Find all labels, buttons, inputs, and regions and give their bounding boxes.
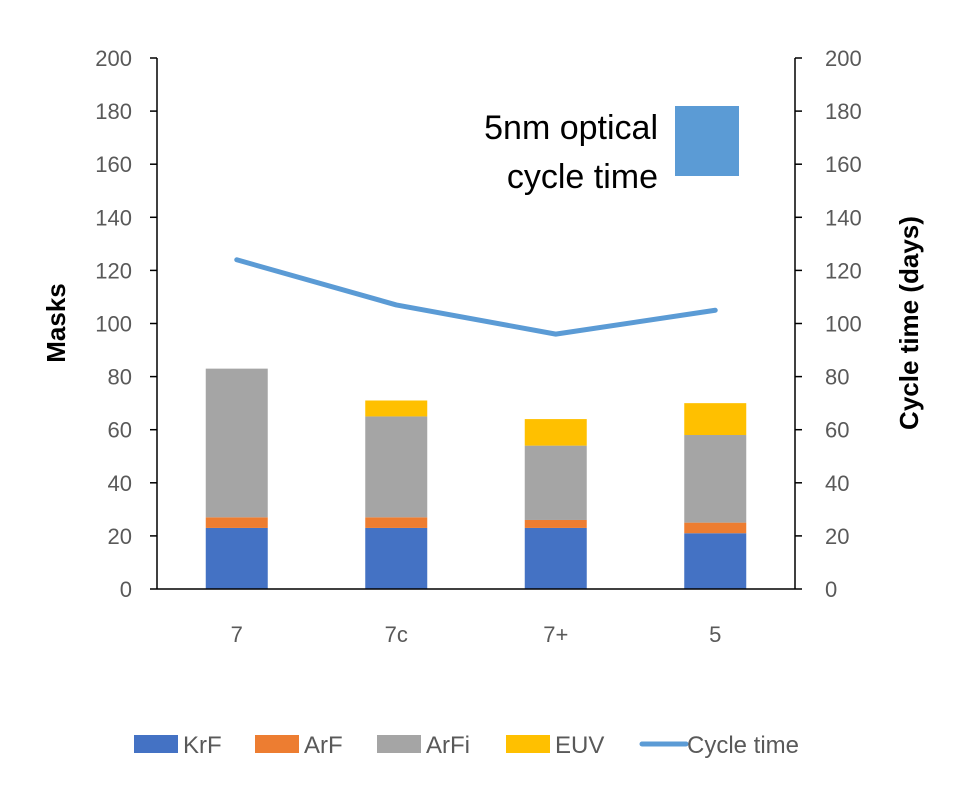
y-tick-label-40: 40 [108,471,132,496]
y2-axis-title: Cycle time (days) [894,216,924,430]
bar-krf-5 [684,533,747,589]
x-tick-label-5: 5 [709,622,721,647]
y-tick-label-0: 0 [120,577,132,602]
bar-euv-7+ [524,419,587,446]
legend-swatch-arf [255,735,299,753]
y-tick-label-140: 140 [95,205,132,230]
y-tick-label-60: 60 [108,418,132,443]
bar-arfi-7+ [524,445,587,520]
y2-tick-label-180: 180 [825,99,862,124]
y2-tick-label-200: 200 [825,46,862,71]
bar-arf-7c [365,517,428,528]
annotation-swatch [675,106,739,176]
legend-swatch-krf [134,735,178,753]
bar-arf-7+ [524,519,587,528]
y2-tick-label-140: 140 [825,205,862,230]
bar-arfi-7 [205,368,268,518]
y2-tick-label-80: 80 [825,365,849,390]
y-tick-label-180: 180 [95,99,132,124]
bar-arfi-5 [684,435,747,523]
bar-arf-7 [205,517,268,528]
legend-label-cycle-time: Cycle time [687,732,799,759]
x-tick-label-7: 7 [231,622,243,647]
bar-krf-7+ [524,527,587,589]
y2-tick-label-60: 60 [825,418,849,443]
y2-tick-label-0: 0 [825,577,837,602]
x-tick-label-7+: 7+ [543,622,568,647]
legend-label-arf: ArF [304,732,343,759]
y-tick-label-100: 100 [95,312,132,337]
legend-label-euv: EUV [555,732,604,759]
legend-label-arfi: ArFi [426,732,470,759]
annotation: 5nm optical cycle time [484,106,739,196]
y2-tick-label-120: 120 [825,258,862,283]
y2-tick-label-160: 160 [825,152,862,177]
bars-group [205,368,747,589]
bar-krf-7 [205,527,268,589]
y-tick-label-120: 120 [95,258,132,283]
annotation-line-2: cycle time [507,158,658,196]
bar-euv-5 [684,403,747,436]
legend-swatch-arfi [377,735,421,753]
y-tick-label-20: 20 [108,524,132,549]
bar-euv-7c [365,400,428,417]
y-tick-label-200: 200 [95,46,132,71]
line-cycle-time [234,257,718,337]
bar-arf-5 [684,522,747,534]
annotation-line-1: 5nm optical [484,109,658,147]
legend-swatch-euv [506,735,550,753]
y2-tick-label-20: 20 [825,524,849,549]
legend: KrF ArF ArFi EUV Cycle time [134,732,799,759]
x-tick-label-7c: 7c [385,622,408,647]
y2-tick-label-40: 40 [825,471,849,496]
y-axis-title: Masks [41,283,71,363]
legend-label-krf: KrF [183,732,222,759]
ticks-group: 0 0 20 20 40 40 60 60 80 80 100 100 120 120 140 140 160 1… [95,46,861,647]
y2-tick-label-100: 100 [825,312,862,337]
cycle-time-line-group [234,257,718,337]
y-tick-label-80: 80 [108,365,132,390]
y-tick-label-160: 160 [95,152,132,177]
bar-arfi-7c [365,416,428,518]
bar-krf-7c [365,527,428,589]
